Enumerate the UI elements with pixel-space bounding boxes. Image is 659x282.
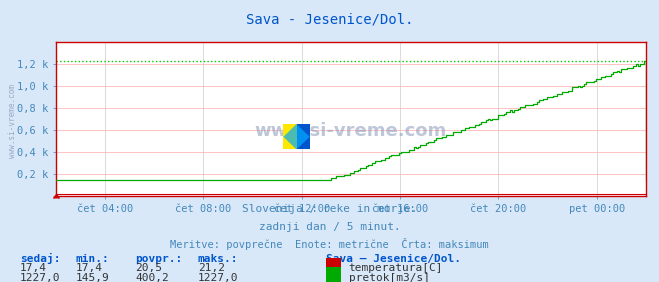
Text: 1227,0: 1227,0 [198, 273, 238, 282]
Text: www.si-vreme.com: www.si-vreme.com [255, 122, 447, 140]
Text: zadnji dan / 5 minut.: zadnji dan / 5 minut. [258, 222, 401, 232]
Polygon shape [283, 124, 297, 149]
Text: 400,2: 400,2 [135, 273, 169, 282]
Polygon shape [283, 124, 310, 149]
Text: Slovenija / reke in morje.: Slovenija / reke in morje. [242, 204, 417, 214]
Text: www.si-vreme.com: www.si-vreme.com [8, 84, 17, 158]
Text: 1227,0: 1227,0 [20, 273, 60, 282]
Text: Meritve: povprečne  Enote: metrične  Črta: maksimum: Meritve: povprečne Enote: metrične Črta:… [170, 238, 489, 250]
Text: povpr.:: povpr.: [135, 254, 183, 264]
Text: temperatura[C]: temperatura[C] [349, 263, 443, 273]
Text: 21,2: 21,2 [198, 263, 225, 273]
Text: sedaj:: sedaj: [20, 253, 60, 264]
Polygon shape [297, 124, 310, 149]
Text: Sava – Jesenice/Dol.: Sava – Jesenice/Dol. [326, 254, 461, 264]
Text: min.:: min.: [76, 254, 109, 264]
Text: maks.:: maks.: [198, 254, 238, 264]
Text: pretok[m3/s]: pretok[m3/s] [349, 273, 430, 282]
Text: 20,5: 20,5 [135, 263, 162, 273]
Text: 17,4: 17,4 [20, 263, 47, 273]
Text: 17,4: 17,4 [76, 263, 103, 273]
Text: 145,9: 145,9 [76, 273, 109, 282]
Text: Sava - Jesenice/Dol.: Sava - Jesenice/Dol. [246, 13, 413, 27]
